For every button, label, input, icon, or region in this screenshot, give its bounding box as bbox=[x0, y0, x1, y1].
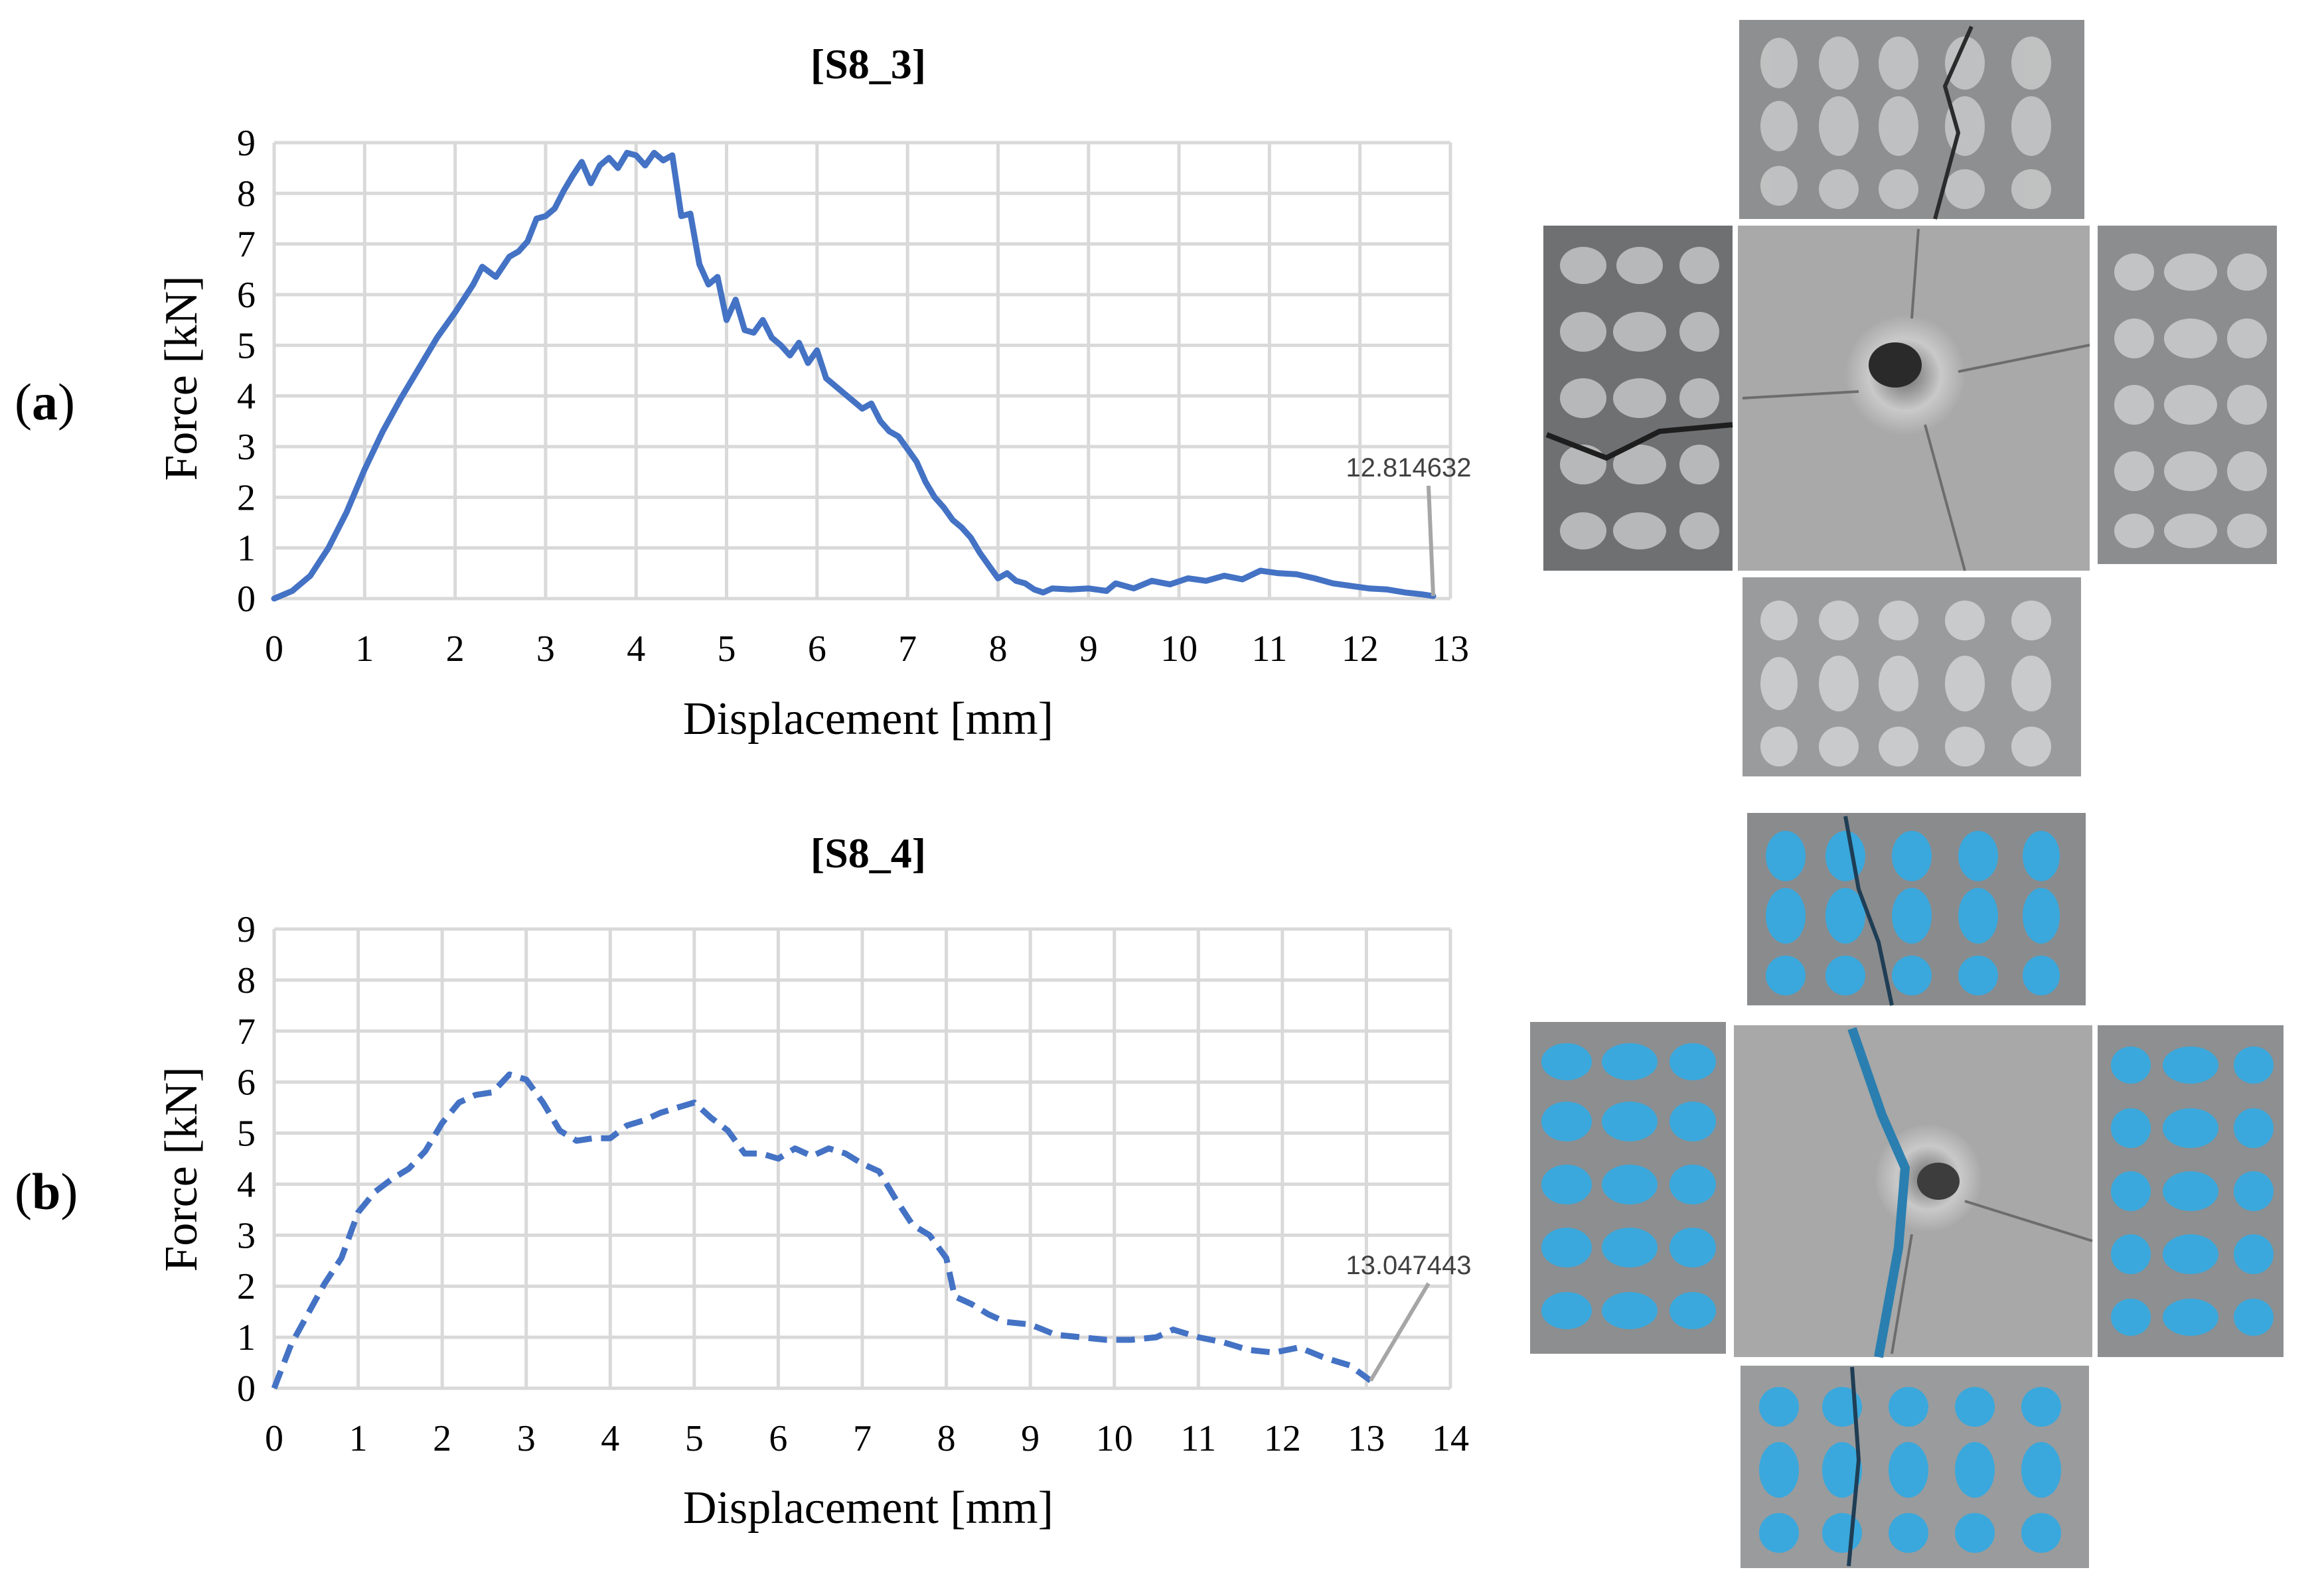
y-tick-label: 4 bbox=[237, 376, 256, 417]
x-tick-label: 8 bbox=[988, 628, 1007, 670]
specimen-bottom-face bbox=[1743, 577, 2081, 776]
x-tick-label: 12 bbox=[1342, 628, 1379, 670]
y-tick-label: 2 bbox=[237, 1266, 256, 1307]
x-tick-labels: 0 1 2 3 4 5 6 7 8 9 10 11 12 13 14 bbox=[265, 1418, 1469, 1459]
specimen-right-face bbox=[2098, 226, 2277, 564]
y-axis-title: Force [kN] bbox=[156, 275, 207, 480]
chart-title: [S8_4] bbox=[811, 830, 926, 877]
y-tick-label: 8 bbox=[237, 960, 256, 1001]
x-tick-label: 7 bbox=[853, 1418, 872, 1459]
y-tick-label: 8 bbox=[237, 173, 256, 214]
specimen-right-face bbox=[2098, 1025, 2284, 1357]
x-tick-label: 8 bbox=[937, 1418, 956, 1459]
y-tick-labels: 0 1 2 3 4 5 6 7 8 9 bbox=[237, 123, 256, 620]
specimen-center-plate bbox=[1734, 1025, 2093, 1358]
x-axis-title: Displacement [mm] bbox=[683, 1482, 1053, 1534]
y-tick-label: 0 bbox=[237, 1368, 256, 1409]
x-tick-label: 2 bbox=[446, 628, 465, 670]
specimen-photo-s8-3 bbox=[1543, 20, 2277, 776]
callout-label: 13.047443 bbox=[1346, 1251, 1471, 1280]
y-axis-title: Force [kN] bbox=[156, 1066, 207, 1271]
y-tick-label: 9 bbox=[237, 909, 256, 950]
force-curve-s8-3 bbox=[271, 149, 1436, 602]
specimen-center-plate bbox=[1738, 226, 2090, 571]
callout-label: 12.814632 bbox=[1346, 453, 1471, 482]
y-tick-label: 2 bbox=[237, 477, 256, 518]
x-tick-label: 0 bbox=[265, 628, 283, 670]
specimen-photo-s8-4 bbox=[1530, 813, 2284, 1568]
x-tick-label: 5 bbox=[718, 628, 736, 670]
y-tick-label: 4 bbox=[237, 1164, 256, 1205]
y-tick-label: 3 bbox=[237, 1215, 256, 1256]
x-tick-label: 11 bbox=[1251, 628, 1287, 670]
specimen-left-face bbox=[1530, 1022, 1726, 1354]
y-tick-label: 1 bbox=[237, 1317, 256, 1358]
x-tick-label: 1 bbox=[349, 1418, 368, 1459]
callout-leader bbox=[1369, 1282, 1431, 1382]
chart-title: [S8_3] bbox=[811, 40, 926, 88]
y-tick-label: 3 bbox=[237, 427, 256, 468]
specimen-bottom-face bbox=[1741, 1366, 2089, 1568]
x-axis-title: Displacement [mm] bbox=[683, 693, 1053, 745]
x-tick-label: 3 bbox=[536, 628, 555, 670]
y-tick-label: 1 bbox=[237, 528, 256, 569]
x-tick-label: 2 bbox=[433, 1418, 451, 1459]
plot-grid bbox=[272, 141, 1452, 601]
callout-leader bbox=[1427, 485, 1436, 597]
x-tick-label: 12 bbox=[1264, 1418, 1301, 1459]
x-tick-label: 9 bbox=[1079, 628, 1098, 670]
y-tick-label: 9 bbox=[237, 123, 256, 164]
x-tick-label: 1 bbox=[355, 628, 374, 670]
y-tick-label: 7 bbox=[237, 1011, 256, 1052]
specimen-top-face bbox=[1747, 813, 2086, 1006]
x-tick-label: 14 bbox=[1432, 1418, 1469, 1459]
x-tick-label: 5 bbox=[685, 1418, 704, 1459]
x-tick-label: 10 bbox=[1160, 628, 1198, 670]
y-tick-label: 0 bbox=[237, 579, 256, 620]
x-tick-label: 4 bbox=[627, 628, 645, 670]
x-tick-label: 13 bbox=[1348, 1418, 1385, 1459]
x-tick-labels: 0 1 2 3 4 5 6 7 8 9 10 11 12 13 bbox=[265, 628, 1469, 670]
plot-grid bbox=[272, 927, 1452, 1390]
x-tick-label: 6 bbox=[769, 1418, 787, 1459]
x-tick-label: 13 bbox=[1432, 628, 1469, 670]
y-tick-labels: 0 1 2 3 4 5 6 7 8 9 bbox=[237, 909, 256, 1409]
x-tick-label: 6 bbox=[808, 628, 826, 670]
x-tick-label: 10 bbox=[1096, 1418, 1133, 1459]
y-tick-label: 6 bbox=[237, 1062, 256, 1104]
panel-label-a: (a) bbox=[15, 373, 75, 431]
specimen-top-face bbox=[1739, 20, 2084, 220]
y-tick-label: 5 bbox=[237, 325, 256, 366]
y-tick-label: 6 bbox=[237, 275, 256, 316]
y-tick-label: 5 bbox=[237, 1114, 256, 1155]
x-tick-label: 4 bbox=[601, 1418, 619, 1459]
force-curve-s8-4 bbox=[271, 1071, 1373, 1390]
x-tick-label: 0 bbox=[265, 1418, 283, 1459]
y-tick-label: 7 bbox=[237, 224, 256, 265]
x-tick-label: 3 bbox=[517, 1418, 536, 1459]
x-tick-label: 11 bbox=[1180, 1418, 1216, 1459]
x-tick-label: 9 bbox=[1021, 1418, 1040, 1459]
panel-label-b: (b) bbox=[15, 1163, 78, 1220]
x-tick-label: 7 bbox=[898, 628, 917, 670]
specimen-left-face bbox=[1543, 226, 1733, 571]
